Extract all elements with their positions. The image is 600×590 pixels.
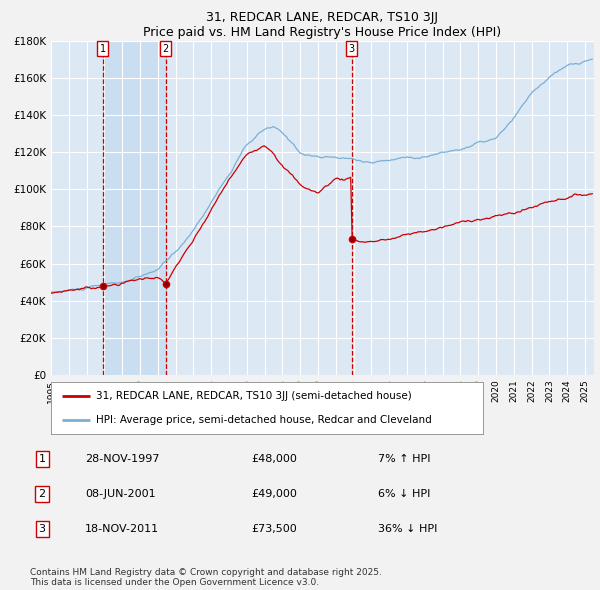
Text: 7% ↑ HPI: 7% ↑ HPI	[378, 454, 430, 464]
Text: 1: 1	[100, 44, 106, 54]
Text: 31, REDCAR LANE, REDCAR, TS10 3JJ (semi-detached house): 31, REDCAR LANE, REDCAR, TS10 3JJ (semi-…	[97, 391, 412, 401]
Bar	[103, 41, 166, 375]
Text: HPI: Average price, semi-detached house, Redcar and Cleveland: HPI: Average price, semi-detached house,…	[97, 415, 432, 425]
Text: 3: 3	[38, 524, 46, 534]
Text: 6% ↓ HPI: 6% ↓ HPI	[378, 489, 430, 499]
Text: £49,000: £49,000	[251, 489, 296, 499]
Text: £73,500: £73,500	[251, 524, 296, 534]
Text: 2: 2	[163, 44, 169, 54]
Text: 2: 2	[38, 489, 46, 499]
Text: 36% ↓ HPI: 36% ↓ HPI	[378, 524, 437, 534]
Text: £48,000: £48,000	[251, 454, 296, 464]
Text: 3: 3	[349, 44, 355, 54]
Text: 18-NOV-2011: 18-NOV-2011	[85, 524, 160, 534]
Text: Contains HM Land Registry data © Crown copyright and database right 2025.
This d: Contains HM Land Registry data © Crown c…	[30, 568, 382, 587]
Title: 31, REDCAR LANE, REDCAR, TS10 3JJ
Price paid vs. HM Land Registry's House Price : 31, REDCAR LANE, REDCAR, TS10 3JJ Price …	[143, 11, 502, 39]
Text: 1: 1	[38, 454, 46, 464]
Text: 08-JUN-2001: 08-JUN-2001	[85, 489, 156, 499]
Text: 28-NOV-1997: 28-NOV-1997	[85, 454, 160, 464]
